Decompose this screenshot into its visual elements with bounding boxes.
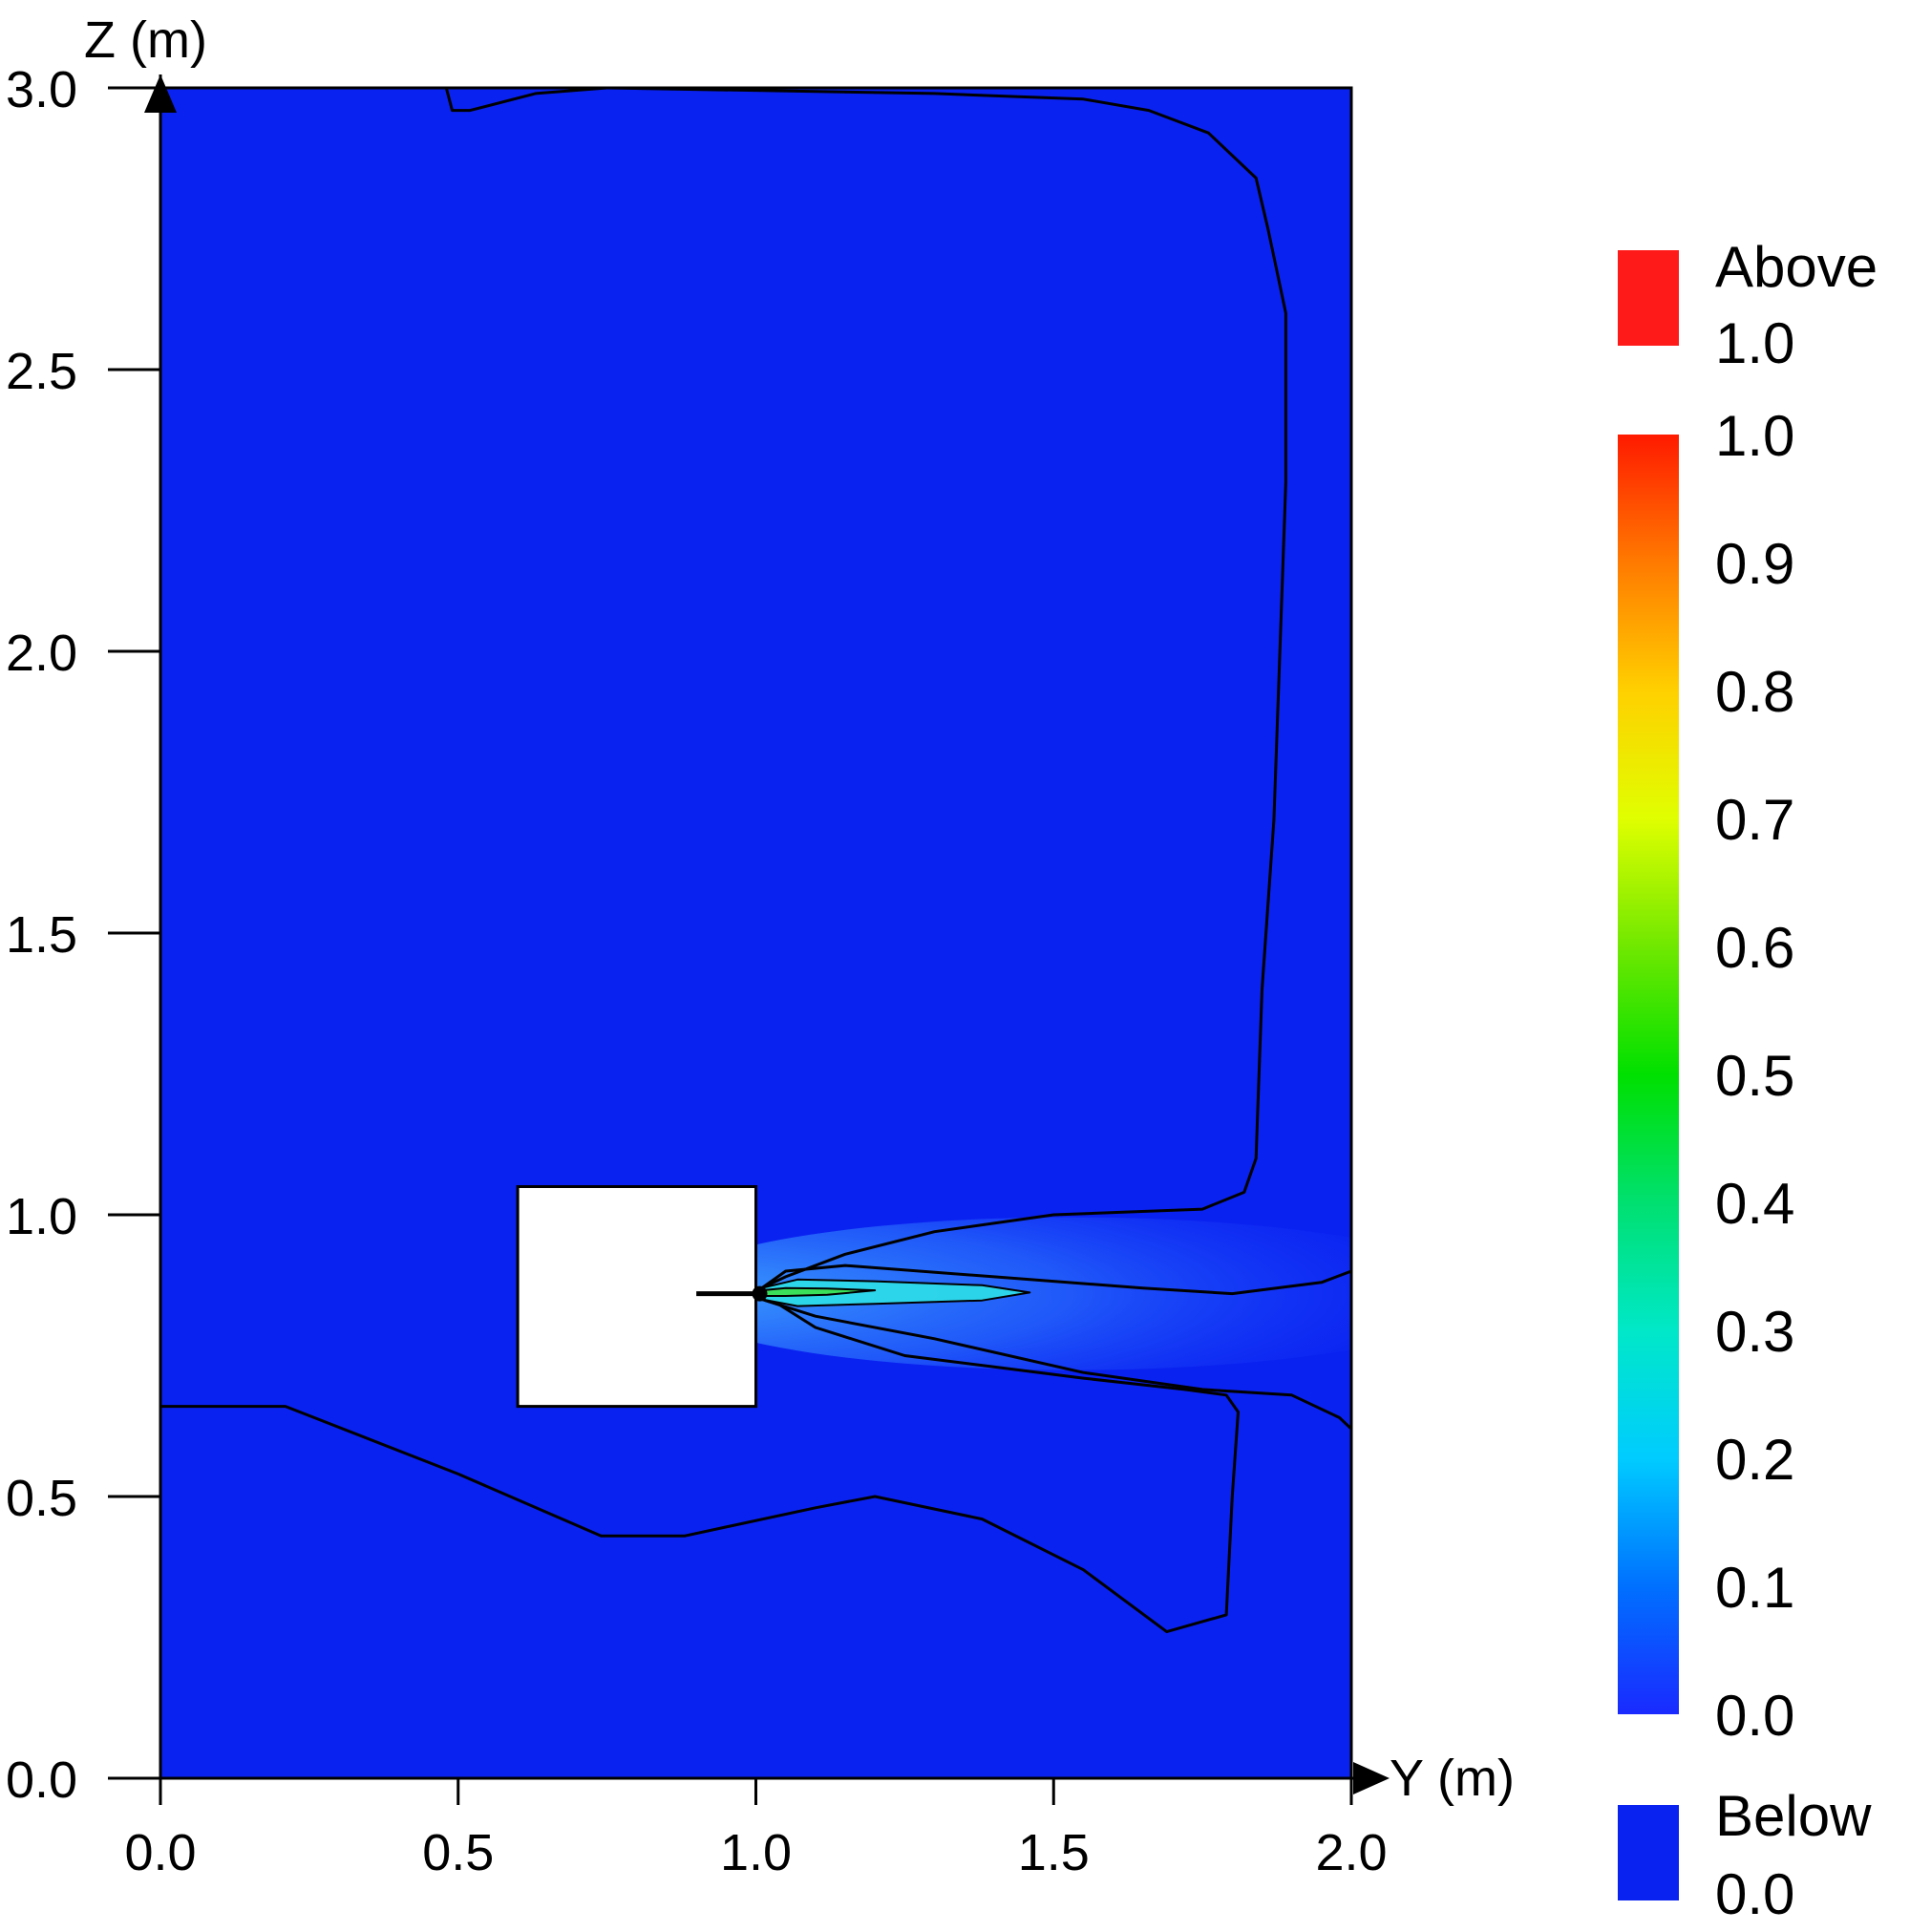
x-axis-arrow-icon [1353, 1762, 1390, 1794]
y-tick-label: 0.5 [6, 1470, 77, 1527]
colorbar-tick-label: 0.2 [1715, 1428, 1794, 1492]
jet-core-cyan [761, 1279, 1030, 1306]
x-tick-label: 0.0 [124, 1824, 196, 1881]
y-tick-label: 1.0 [6, 1188, 77, 1245]
x-tick-label: 2.0 [1315, 1824, 1387, 1881]
x-axis-label: Y (m) [1390, 1750, 1515, 1807]
obstacle-box [516, 1185, 757, 1409]
contour-inner-green [761, 1286, 877, 1297]
colorbar [1618, 435, 1679, 1714]
colorbar-tick-label: 0.5 [1715, 1044, 1794, 1108]
colorbar-tick-label: 1.0 [1715, 404, 1794, 468]
y-tick-label: 1.5 [6, 906, 77, 964]
contour-inner-cyan [761, 1278, 1031, 1307]
axes: 0.0 0.5 1.0 1.5 2.0 0.0 0.5 1.0 1.5 2.0 2.5 3.0 Y … [6, 11, 1515, 1881]
below-swatch [1618, 1805, 1679, 1900]
colorbar-tick-label: 0.9 [1715, 532, 1794, 596]
x-tick-label: 1.5 [1018, 1824, 1090, 1881]
colorbar-ticks: 1.0 0.9 0.8 0.7 0.6 0.5 0.4 0.3 0.2 0.1 0.0 [1715, 404, 1794, 1748]
plot-area [159, 86, 1353, 1780]
colorbar-tick-label: 0.4 [1715, 1172, 1794, 1236]
y-axis-arrow-icon [144, 74, 177, 113]
below-value: 0.0 [1715, 1862, 1794, 1926]
below-label: Below [1715, 1784, 1872, 1848]
y-tick-label: 3.0 [6, 61, 77, 118]
colorbar-tick-label: 0.0 [1715, 1684, 1794, 1748]
y-tick-label: 0.0 [6, 1752, 77, 1809]
colorbar-tick-label: 0.8 [1715, 660, 1794, 724]
contour-lower-loop [160, 1298, 1240, 1634]
colorbar-legend: Above 1.0 1.0 0.9 0.8 0.7 0.6 0.5 0.4 0.3 0.2 0.1… [1618, 235, 1878, 1926]
field-background [160, 88, 1351, 1778]
x-tick-label: 1.0 [720, 1824, 792, 1881]
y-axis-label: Z (m) [84, 11, 207, 69]
above-label: Above [1715, 235, 1878, 299]
colorbar-tick-label: 0.1 [1715, 1556, 1794, 1620]
nozzle-tip [752, 1285, 768, 1302]
colorbar-tick-label: 0.7 [1715, 788, 1794, 852]
colorbar-tick-label: 0.6 [1715, 916, 1794, 980]
y-ticks: 0.0 0.5 1.0 1.5 2.0 2.5 3.0 [6, 61, 160, 1809]
colorbar-tick-label: 0.3 [1715, 1300, 1794, 1364]
y-tick-label: 2.0 [6, 625, 77, 682]
y-tick-label: 2.5 [6, 343, 77, 400]
contour-lower-plume [761, 1298, 1351, 1431]
contour-upper-plume [760, 1263, 1351, 1296]
above-swatch [1618, 250, 1679, 346]
x-ticks: 0.0 0.5 1.0 1.5 2.0 [124, 1778, 1388, 1881]
x-tick-label: 0.5 [422, 1824, 494, 1881]
above-value: 1.0 [1715, 311, 1794, 375]
